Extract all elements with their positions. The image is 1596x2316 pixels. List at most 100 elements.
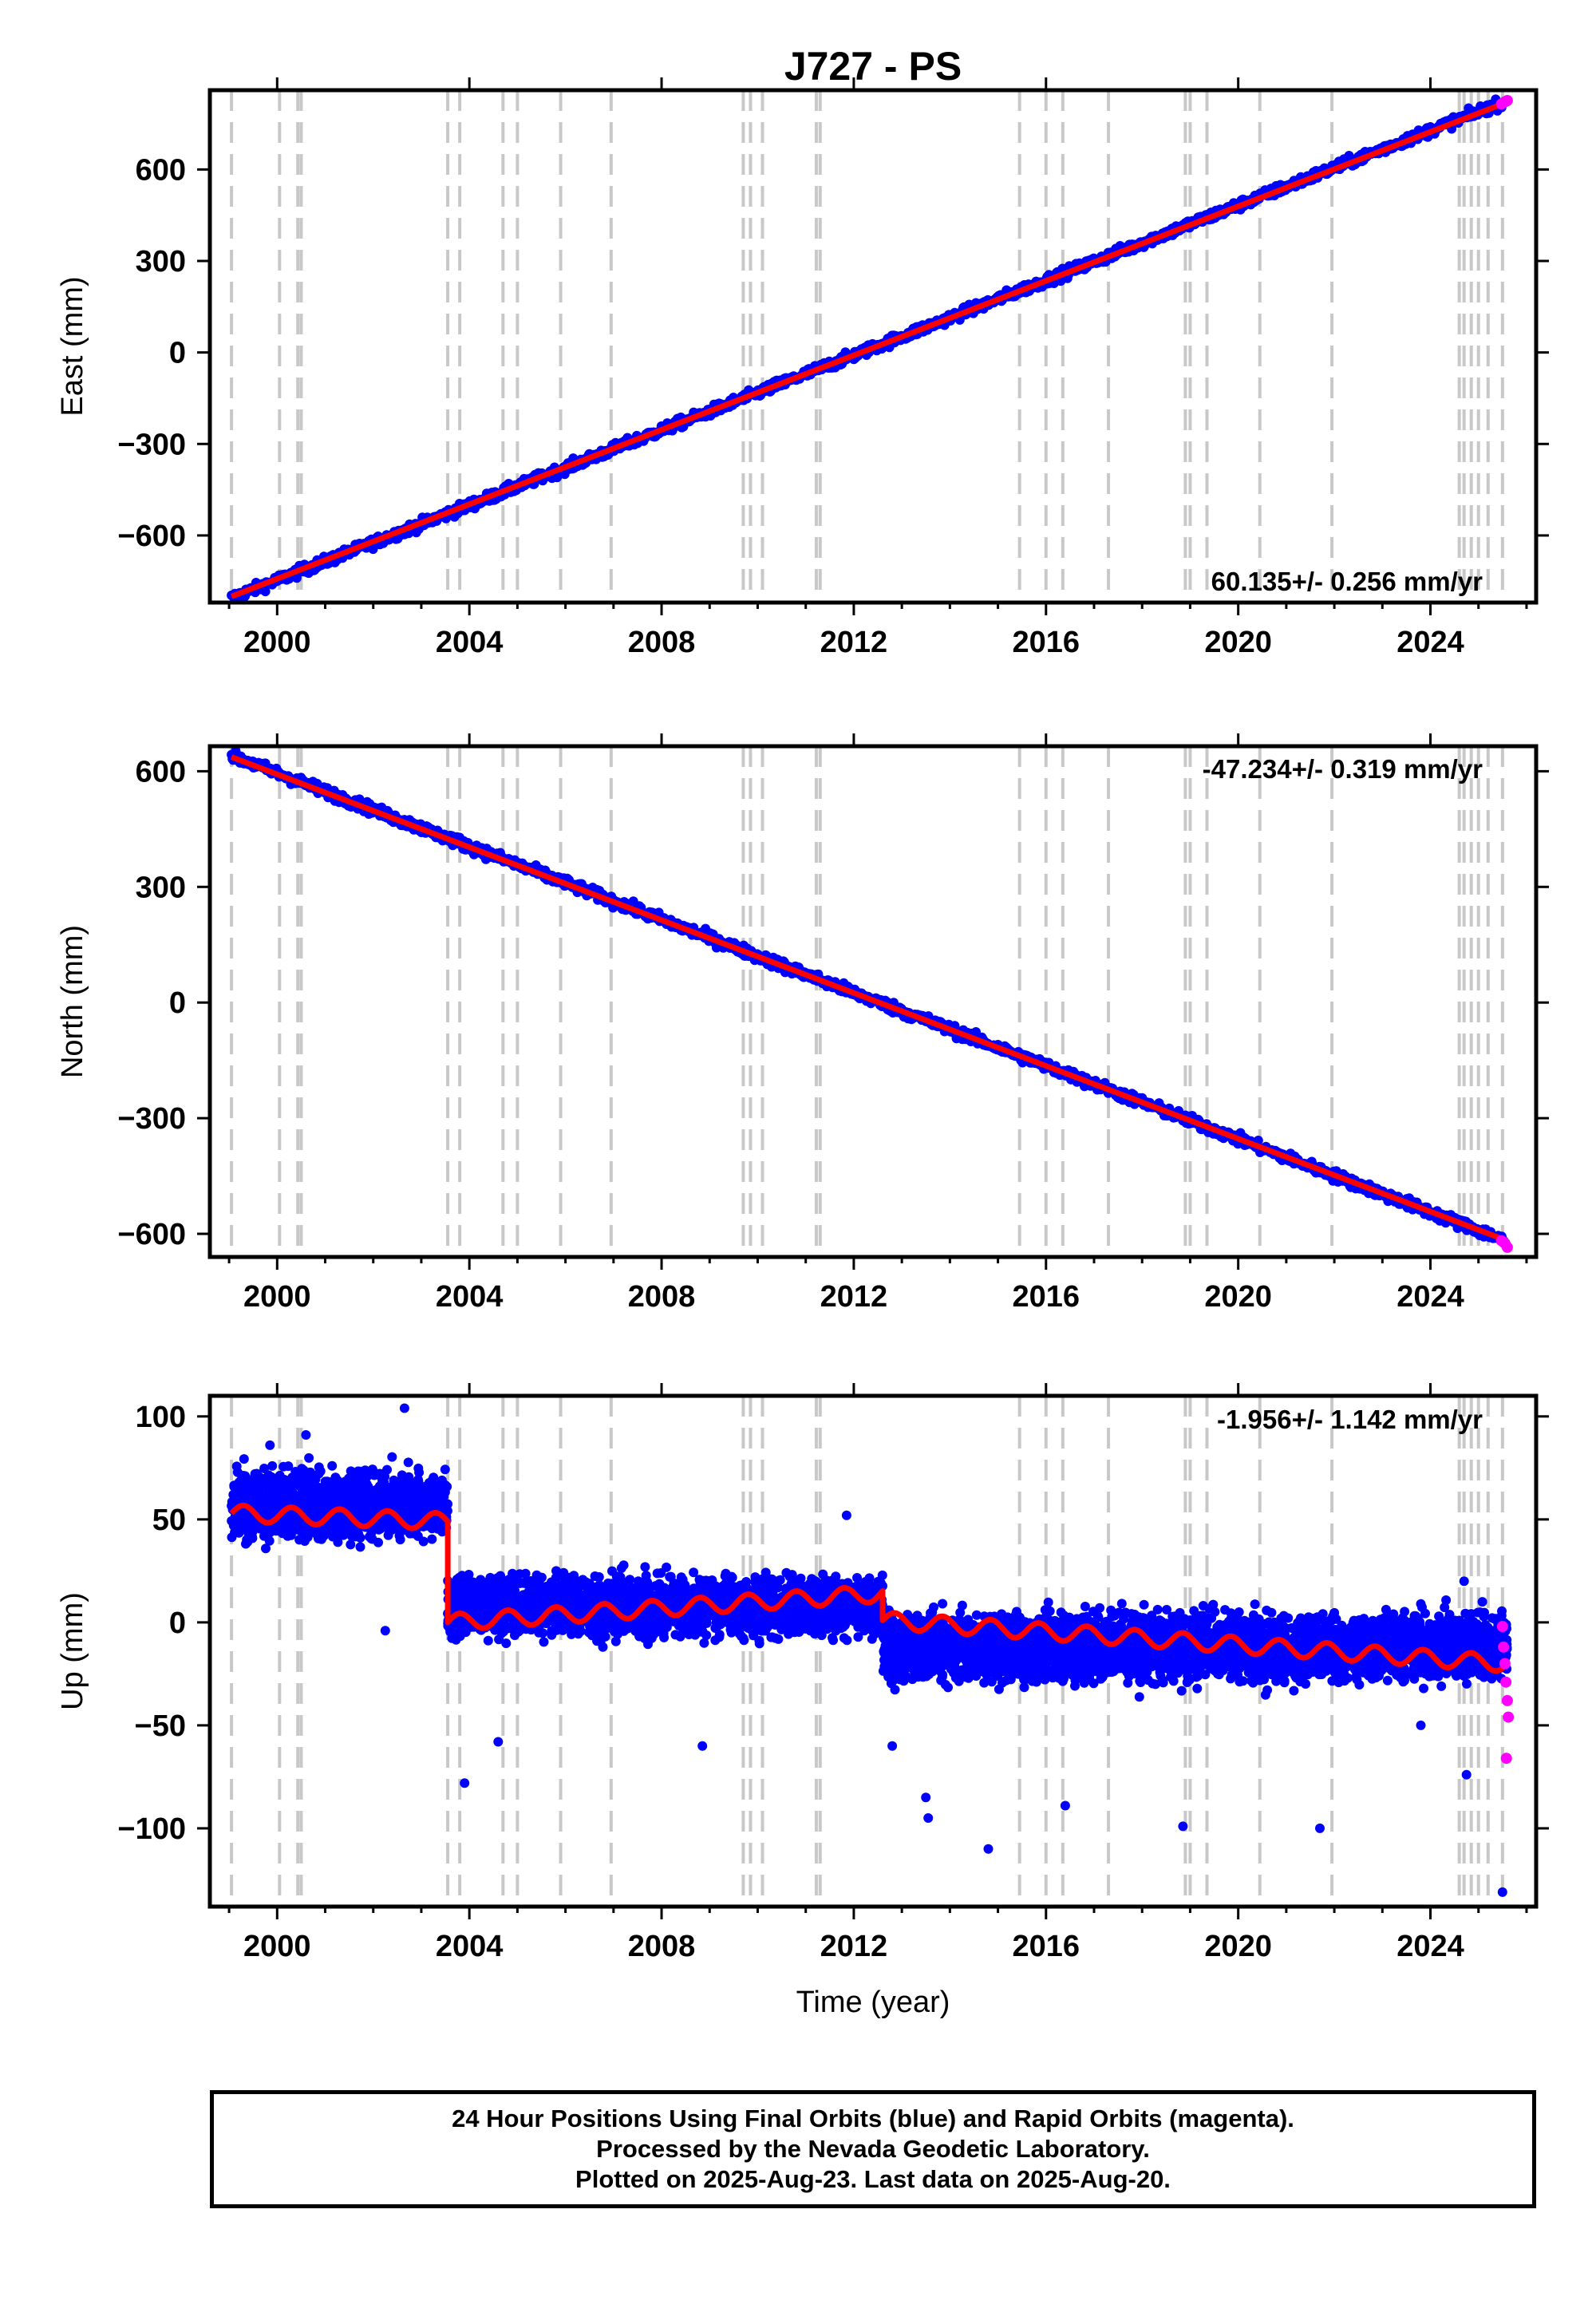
data-point: [387, 1452, 397, 1462]
data-point: [355, 1542, 365, 1552]
data-point: [261, 1543, 271, 1554]
data-point: [231, 1461, 242, 1472]
data-point: [334, 1484, 344, 1495]
data-point: [345, 1479, 355, 1489]
x-tick-label: 2008: [628, 1280, 696, 1314]
x-tick-label: 2012: [820, 626, 888, 659]
data-point: [302, 1472, 312, 1482]
data-point: [377, 1500, 387, 1511]
data-point: [239, 1454, 249, 1464]
y-tick-label: 300: [136, 871, 186, 904]
data-point: [255, 1489, 266, 1500]
x-tick-label: 2012: [820, 1280, 888, 1314]
velocity-rate-label: -47.234+/- 0.319 mm/yr: [1203, 754, 1483, 784]
data-point: [427, 1534, 437, 1544]
panel-east: 2000 2004 2008 2012 2016 2020 2024−600−3000300…: [56, 77, 1549, 659]
data-point: [347, 1500, 357, 1510]
data-point: [330, 1477, 340, 1488]
data-point: [404, 1476, 414, 1487]
plot-area: [227, 90, 1513, 603]
data-point: [383, 1530, 393, 1540]
data-point: [294, 1476, 304, 1486]
data-point: [413, 1482, 424, 1492]
data-point: [266, 1476, 276, 1486]
data-point: [414, 1468, 425, 1478]
data-point: [419, 1505, 429, 1516]
figure-title: J727 - PS: [784, 44, 962, 89]
x-tick-label: 2008: [628, 626, 696, 659]
data-point: [280, 1523, 290, 1533]
rapid-point: [1501, 95, 1513, 106]
data-point: [341, 1492, 351, 1502]
data-point: [353, 1466, 363, 1476]
data-point: [440, 1500, 451, 1509]
data-point: [240, 1471, 251, 1481]
data-point: [303, 1527, 314, 1537]
x-tick-label: 2016: [1013, 626, 1080, 659]
data-point: [440, 1464, 450, 1475]
data-point: [355, 1477, 365, 1488]
y-tick-label: 600: [136, 153, 186, 187]
data-point: [297, 1464, 307, 1474]
y-tick-label: −300: [117, 428, 186, 461]
x-tick-label: 2016: [1013, 1280, 1080, 1314]
y-axis-title: East (mm): [56, 276, 89, 416]
data-point: [260, 1530, 271, 1540]
data-point: [304, 1483, 314, 1493]
y-tick-label: 600: [136, 755, 186, 788]
data-point: [315, 1466, 326, 1476]
x-tick-label: 2000: [243, 626, 311, 659]
data-point: [304, 1452, 314, 1463]
data-point: [437, 1527, 448, 1537]
data-point: [318, 1502, 328, 1512]
data-point: [407, 1513, 417, 1524]
data-point: [423, 1491, 433, 1501]
y-tick-label: −300: [117, 1102, 186, 1136]
data-point: [264, 1485, 275, 1495]
data-point: [387, 1492, 397, 1502]
data-point: [294, 1525, 305, 1535]
data-point: [249, 1524, 259, 1534]
data-point: [431, 1497, 441, 1508]
y-tick-label: 300: [136, 245, 186, 279]
data-point: [394, 1531, 405, 1541]
data-point: [389, 1519, 400, 1529]
data-point: [310, 1492, 320, 1503]
data-point: [267, 1524, 277, 1535]
panel-north: 2000 2004 2008 2012 2016 2020 2024−600−3000300…: [56, 733, 1549, 1314]
x-tick-label: 2020: [1204, 1280, 1272, 1314]
data-point: [286, 1515, 297, 1525]
model-fit-line: [230, 754, 1509, 1243]
y-tick-label: −600: [117, 1218, 186, 1251]
data-point: [367, 1534, 377, 1544]
data-point: [395, 1504, 405, 1515]
data-point: [352, 1485, 362, 1496]
data-point: [360, 1465, 370, 1476]
panel-up: 2000 2004 2008 2012 2016 2020 2024−100−5005010…: [56, 1383, 1549, 2019]
data-point: [327, 1460, 338, 1471]
data-point: [369, 1505, 379, 1515]
data-point: [369, 1468, 380, 1478]
axis-frame: [207, 88, 1539, 605]
x-tick-label: 2004: [436, 1280, 504, 1314]
data-point: [346, 1466, 356, 1476]
data-point: [382, 1464, 392, 1475]
rapid-point: [1501, 1241, 1513, 1253]
x-tick-label: 2020: [1204, 626, 1272, 659]
y-axis-title: North (mm): [56, 925, 89, 1078]
data-point: [376, 1524, 385, 1534]
y-tick-label: 0: [169, 337, 186, 370]
velocity-rate-label: 60.135+/- 0.256 mm/yr: [1211, 567, 1483, 596]
data-point: [374, 1481, 385, 1492]
data-point: [259, 1464, 270, 1473]
plot-area: [227, 1396, 1515, 1907]
series-rapid-orbits: [1495, 1235, 1513, 1253]
data-point: [332, 1528, 342, 1539]
plot-area: [227, 746, 1513, 1257]
data-point: [389, 1475, 399, 1485]
data-point: [346, 1539, 356, 1550]
data-point: [286, 1483, 296, 1493]
data-point: [294, 1535, 305, 1545]
data-point: [247, 1531, 257, 1542]
data-point: [403, 1457, 413, 1468]
